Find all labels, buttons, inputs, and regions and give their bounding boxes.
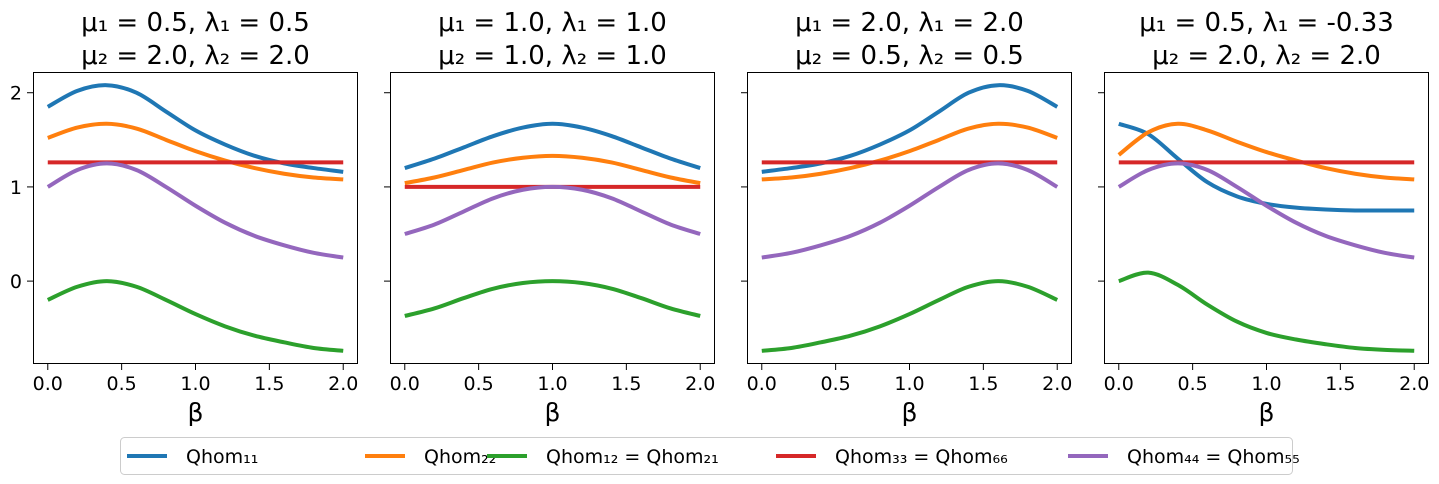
- x-tick-label: 0.0: [33, 373, 63, 395]
- series-lines: [761, 83, 1059, 353]
- line-q44: [46, 161, 344, 260]
- line-q11: [761, 83, 1059, 174]
- panel-2: μ₁ = 1.0, λ₁ = 1.0μ₂ = 1.0, λ₂ = 1.0 0.0 0…: [384, 8, 715, 427]
- line-q22: [761, 121, 1058, 182]
- x-tick-label: 0.5: [464, 373, 494, 395]
- x-tick-label: 2.0: [1042, 373, 1072, 395]
- line-q22: [47, 121, 344, 182]
- x-axis-label: β: [545, 398, 561, 427]
- x-tick-label: 1.5: [968, 373, 998, 395]
- legend-label: Qhom₁₂ = Qhom₂₁: [546, 446, 719, 468]
- legend-label: Qhom₂₂: [424, 446, 496, 468]
- panel-title-line1: μ₁ = 1.0, λ₁ = 1.0: [438, 8, 667, 38]
- panel-3: μ₁ = 2.0, λ₁ = 2.0μ₂ = 0.5, λ₂ = 0.5 0.0 0…: [741, 8, 1072, 427]
- line-q44: [761, 161, 1059, 260]
- x-tick-label: 0.0: [390, 373, 420, 395]
- x-tick-label: 0.5: [107, 373, 137, 395]
- x-tick-label: 2.0: [328, 373, 358, 395]
- x-axis-label: β: [188, 398, 204, 427]
- line-q12: [404, 279, 701, 318]
- panel-title-line1: μ₁ = 2.0, λ₁ = 2.0: [795, 8, 1024, 38]
- series-lines: [404, 121, 701, 318]
- x-tick-label: 1.0: [894, 373, 924, 395]
- panel-title-line2: μ₂ = 0.5, λ₂ = 0.5: [795, 41, 1024, 71]
- legend-box: [120, 437, 1293, 475]
- panel-title-line1: μ₁ = 0.5, λ₁ = -0.33: [1139, 8, 1394, 38]
- x-axis-label: β: [902, 398, 918, 427]
- legend-item-q12: Qhom₁₂ = Qhom₂₁: [487, 446, 719, 468]
- legend-item-q33: Qhom₃₃ = Qhom₆₆: [776, 446, 1008, 468]
- legend: Qhom₁₁ Qhom₂₂ Qhom₁₂ = Qhom₂₁ Qhom₃₃ = Qhom…: [120, 437, 1300, 475]
- legend-label: Qhom₄₄ = Qhom₅₅: [1127, 446, 1300, 468]
- panels: μ₁ = 0.5, λ₁ = 0.5μ₂ = 2.0, λ₂ = 2.00.0 0…: [10, 8, 1429, 427]
- line-q11: [46, 83, 344, 174]
- axes-frame: [390, 72, 715, 364]
- series-lines: [46, 83, 344, 353]
- line-q12: [761, 279, 1059, 353]
- panel-title-line1: μ₁ = 0.5, λ₁ = 0.5: [81, 8, 310, 38]
- x-tick-label: 2.0: [1399, 373, 1429, 395]
- legend-label: Qhom₁₁: [186, 446, 258, 468]
- line-q44: [1117, 161, 1415, 260]
- line-q12: [46, 279, 344, 353]
- x-tick-label: 1.0: [180, 373, 210, 395]
- line-q44: [404, 184, 701, 236]
- line-q11: [404, 121, 701, 170]
- series-lines: [1117, 121, 1415, 353]
- x-tick-label: 0.5: [1178, 373, 1208, 395]
- panel-title-line2: μ₂ = 2.0, λ₂ = 2.0: [81, 41, 310, 71]
- line-q22: [404, 153, 701, 186]
- x-tick-label: 2.0: [685, 373, 715, 395]
- line-q22: [1117, 121, 1415, 182]
- x-axis-label: β: [1259, 398, 1275, 427]
- panel-title-line2: μ₂ = 2.0, λ₂ = 2.0: [1152, 41, 1381, 71]
- x-tick-label: 1.0: [1251, 373, 1281, 395]
- legend-label: Qhom₃₃ = Qhom₆₆: [835, 446, 1008, 468]
- x-tick-label: 0.5: [821, 373, 851, 395]
- x-tick-label: 1.5: [254, 373, 284, 395]
- panel-title-line2: μ₂ = 1.0, λ₂ = 1.0: [438, 41, 667, 71]
- y-tick-label: 1: [10, 177, 22, 199]
- line-q12: [1118, 270, 1415, 353]
- y-tick-label: 2: [10, 83, 22, 105]
- legend-item-q11: Qhom₁₁: [127, 446, 258, 468]
- panel-1: μ₁ = 0.5, λ₁ = 0.5μ₂ = 2.0, λ₂ = 2.0 0.0 0…: [10, 8, 358, 427]
- x-tick-label: 1.0: [537, 373, 567, 395]
- x-tick-label: 1.5: [1325, 373, 1355, 395]
- y-tick-label: 0: [10, 271, 22, 293]
- legend-item-q44: Qhom₄₄ = Qhom₅₅: [1068, 446, 1300, 468]
- axes-frame: [1104, 72, 1429, 364]
- axes-frame: [33, 72, 358, 364]
- x-tick-label: 0.0: [747, 373, 777, 395]
- legend-item-q22: Qhom₂₂: [365, 446, 496, 468]
- x-tick-label: 0.0: [1104, 373, 1134, 395]
- x-tick-label: 1.5: [611, 373, 641, 395]
- axes-frame: [747, 72, 1072, 364]
